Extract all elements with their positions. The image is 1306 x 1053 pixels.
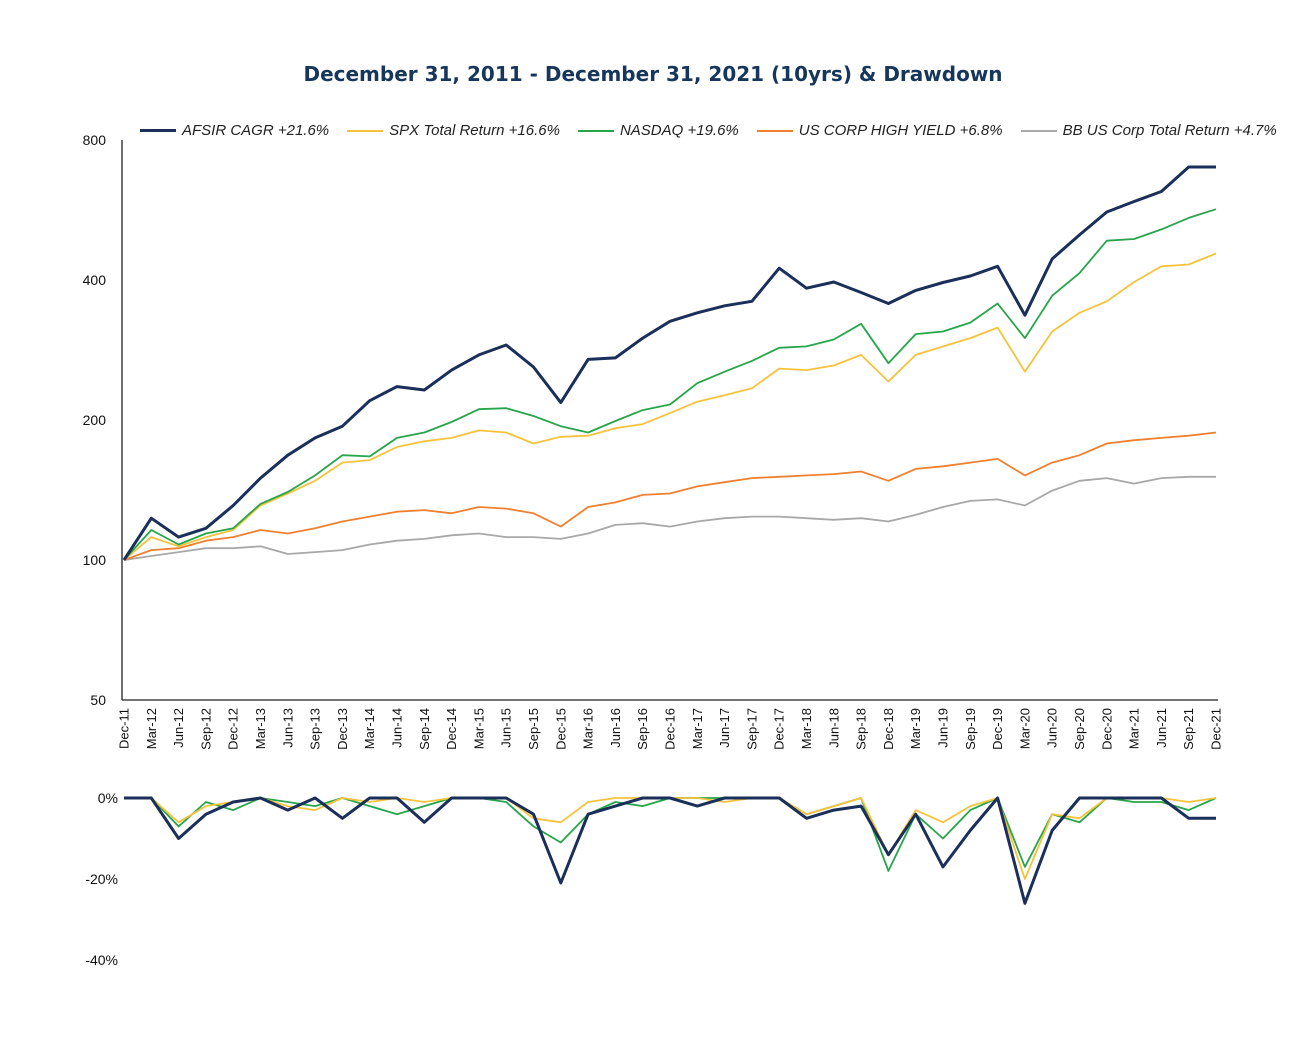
x-tick-label-Dec-13: Dec-13 <box>335 708 350 750</box>
x-tick-label-Sep-18: Sep-18 <box>854 708 869 750</box>
legend-swatch-bb-corp <box>1020 129 1057 132</box>
x-tick-label-Sep-14: Sep-14 <box>417 708 432 750</box>
legend-label-nasdaq: NASDAQ +19.6% <box>619 122 739 139</box>
legend-item-spx: SPX Total Return +16.6% <box>347 122 560 139</box>
y-tick-label-200: 200 <box>83 412 107 428</box>
x-tick-label-Jun-19: Jun-19 <box>936 708 951 748</box>
drawdown-y-tick-0: 0% <box>98 790 118 806</box>
y-tick-label-100: 100 <box>83 552 107 568</box>
y-tick-label-50: 50 <box>90 692 106 708</box>
x-tick-label-Sep-13: Sep-13 <box>308 708 323 750</box>
drawdown-line-2 <box>124 797 1217 872</box>
x-tick-label-Dec-18: Dec-18 <box>881 708 896 750</box>
x-tick-label-Mar-15: Mar-15 <box>471 708 486 749</box>
x-tick-label-Sep-17: Sep-17 <box>744 708 759 750</box>
x-tick-label-Mar-17: Mar-17 <box>690 708 705 749</box>
y-tick-label-400: 400 <box>83 272 107 288</box>
legend-swatch-high-yield <box>756 129 793 132</box>
legend-swatch-nasdaq <box>577 129 614 132</box>
x-tick-label-Jun-20: Jun-20 <box>1045 708 1060 748</box>
legend-label-spx: SPX Total Return +16.6% <box>389 122 560 139</box>
legend-item-high-yield: US CORP HIGH YIELD +6.8% <box>756 122 1003 139</box>
legend-swatch-spx <box>347 129 384 132</box>
x-tick-label-Dec-16: Dec-16 <box>663 708 678 750</box>
drawdown-y-tick-1: -20% <box>85 871 118 887</box>
legend-item-afsir: AFSIR CAGR +21.6% <box>140 122 329 139</box>
x-tick-label-Sep-15: Sep-15 <box>526 708 541 750</box>
legend-label-high-yield: US CORP HIGH YIELD +6.8% <box>798 122 1003 139</box>
y-tick-label-800: 800 <box>83 132 107 148</box>
drawdown-line-0 <box>124 796 1216 905</box>
x-tick-label-Mar-21: Mar-21 <box>1127 708 1142 749</box>
x-tick-label-Jun-21: Jun-21 <box>1154 708 1169 748</box>
x-tick-label-Mar-16: Mar-16 <box>581 708 596 749</box>
x-tick-label-Dec-11: Dec-11 <box>117 708 132 749</box>
x-tick-label-Jun-17: Jun-17 <box>717 708 732 748</box>
legend-label-bb-corp: BB US Corp Total Return +4.7% <box>1062 122 1277 139</box>
x-tick-label-Mar-13: Mar-13 <box>253 708 268 749</box>
x-tick-label-Jun-15: Jun-15 <box>499 708 514 748</box>
series-line-2 <box>123 208 1217 561</box>
legend-item-nasdaq: NASDAQ +19.6% <box>577 122 739 139</box>
x-tick-label-Jun-13: Jun-13 <box>280 708 295 748</box>
x-tick-label-Dec-12: Dec-12 <box>226 708 241 750</box>
x-tick-label-Dec-20: Dec-20 <box>1099 708 1114 750</box>
series-line-0 <box>122 165 1216 561</box>
x-tick-label-Sep-21: Sep-21 <box>1181 708 1196 750</box>
x-tick-label-Mar-14: Mar-14 <box>362 708 377 749</box>
x-tick-label-Sep-12: Sep-12 <box>198 708 213 750</box>
series-line-1 <box>123 252 1217 561</box>
x-tick-label-Jun-18: Jun-18 <box>826 708 841 748</box>
x-tick-label-Mar-18: Mar-18 <box>799 708 814 749</box>
chart-title: December 31, 2011 - December 31, 2021 (1… <box>303 62 1003 86</box>
drawdown-y-tick-2: -40% <box>85 952 118 968</box>
x-tick-label-Sep-20: Sep-20 <box>1072 708 1087 750</box>
x-tick-label-Mar-20: Mar-20 <box>1017 708 1032 749</box>
x-tick-label-Mar-12: Mar-12 <box>144 708 159 749</box>
legend-swatch-afsir <box>140 129 176 132</box>
x-tick-label-Sep-19: Sep-19 <box>963 708 978 750</box>
x-tick-label-Jun-16: Jun-16 <box>608 708 623 748</box>
x-tick-label-Dec-17: Dec-17 <box>772 708 787 750</box>
x-tick-label-Sep-16: Sep-16 <box>635 708 650 750</box>
x-tick-label-Jun-12: Jun-12 <box>171 708 186 748</box>
legend: AFSIR CAGR +21.6% SPX Total Return +16.6… <box>140 122 1277 139</box>
x-tick-label-Jun-14: Jun-14 <box>390 708 405 748</box>
series-line-4 <box>123 475 1216 561</box>
series-line-3 <box>123 431 1217 561</box>
drawdown-line-1 <box>124 797 1217 880</box>
legend-item-bb-corp: BB US Corp Total Return +4.7% <box>1020 122 1277 139</box>
x-tick-label-Dec-15: Dec-15 <box>553 708 568 750</box>
x-tick-label-Dec-14: Dec-14 <box>444 708 459 750</box>
x-tick-label-Dec-19: Dec-19 <box>990 708 1005 750</box>
x-tick-label-Dec-21: Dec-21 <box>1209 708 1224 750</box>
legend-label-afsir: AFSIR CAGR +21.6% <box>182 122 330 139</box>
x-tick-label-Mar-19: Mar-19 <box>908 708 923 749</box>
